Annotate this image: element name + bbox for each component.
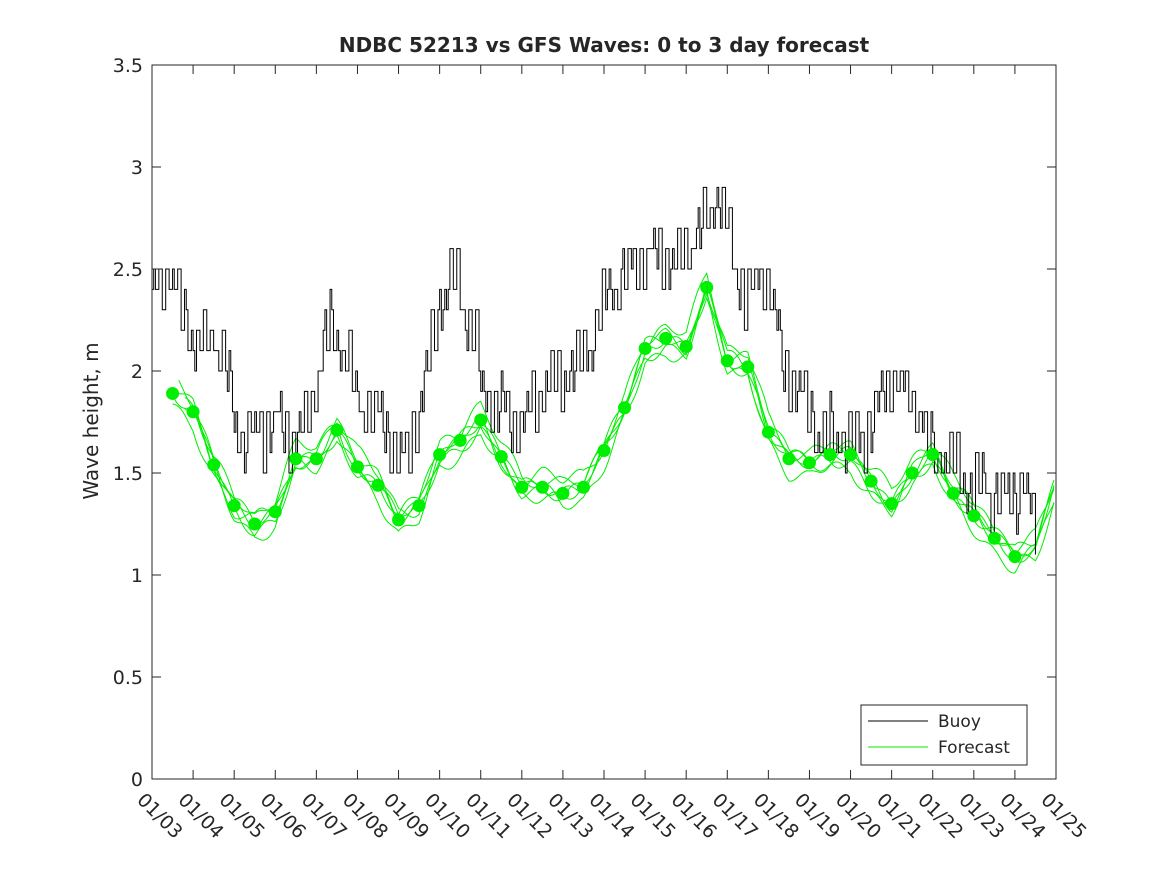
buoy-line [152, 186, 1036, 555]
forecast-marker [597, 444, 611, 458]
forecast-marker [659, 331, 673, 345]
forecast-marker [926, 448, 940, 462]
y-axis-ticks: 0 0.5 1 1.5 2 2.5 3 3.5 [113, 55, 1056, 791]
forecast-marker [350, 460, 364, 474]
forecast-marker [186, 405, 200, 419]
y-tick-label: 3.5 [113, 55, 143, 77]
forecast-marker [412, 499, 426, 513]
forecast-marker [823, 448, 837, 462]
legend-forecast-label: Forecast [938, 738, 1010, 758]
y-tick-label: 0.5 [113, 667, 143, 689]
forecast-run-line [172, 271, 1055, 574]
forecast-marker [227, 499, 241, 513]
forecast-marker [535, 480, 549, 494]
forecast-marker [864, 474, 878, 488]
forecast-marker [802, 456, 816, 470]
forecast-marker [679, 340, 693, 354]
forecast-marker [289, 452, 303, 466]
forecast-marker [946, 486, 960, 500]
y-tick-label: 1.5 [113, 463, 143, 485]
forecast-marker [720, 354, 734, 368]
chart-title: NDBC 52213 vs GFS Waves: 0 to 3 day fore… [339, 33, 870, 57]
plot-area [152, 65, 1056, 779]
y-tick-label: 2.5 [113, 259, 143, 281]
forecast-marker [761, 425, 775, 439]
forecast-markers [166, 280, 1022, 564]
forecast-marker [474, 413, 488, 427]
y-axis-label: Wave height, m [79, 342, 103, 499]
forecast-marker [309, 452, 323, 466]
forecast-marker [967, 509, 981, 523]
forecast-marker [248, 517, 262, 531]
forecast-marker [166, 386, 180, 400]
forecast-marker [1008, 550, 1022, 564]
buoy-series [152, 186, 1036, 555]
forecast-marker [885, 497, 899, 511]
forecast-marker [700, 280, 714, 294]
forecast-marker [638, 342, 652, 356]
forecast-marker [494, 450, 508, 464]
forecast-marker [515, 480, 529, 494]
y-tick-label: 2 [131, 361, 143, 383]
forecast-marker [371, 478, 385, 492]
forecast-marker [741, 360, 755, 374]
forecast-marker [433, 448, 447, 462]
legend-box [860, 704, 1028, 766]
forecast-marker [576, 480, 590, 494]
forecast-marker [268, 505, 282, 519]
forecast-marker [844, 448, 858, 462]
forecast-marker [905, 466, 919, 480]
y-tick-label: 1 [131, 565, 143, 587]
forecast-marker [207, 458, 221, 472]
y-tick-label: 0 [131, 769, 143, 791]
forecast-marker [330, 423, 344, 437]
forecast-marker [782, 452, 796, 466]
forecast-marker [556, 486, 570, 500]
legend-buoy-label: Buoy [938, 712, 981, 732]
y-tick-label: 3 [131, 157, 143, 179]
legend: Buoy Forecast [860, 704, 1028, 766]
plot-background [152, 65, 1056, 779]
forecast-marker [987, 531, 1001, 545]
forecast-marker [453, 433, 467, 447]
forecast-marker [392, 513, 406, 527]
forecast-marker [618, 401, 632, 415]
forecast-run-line [178, 281, 1055, 563]
